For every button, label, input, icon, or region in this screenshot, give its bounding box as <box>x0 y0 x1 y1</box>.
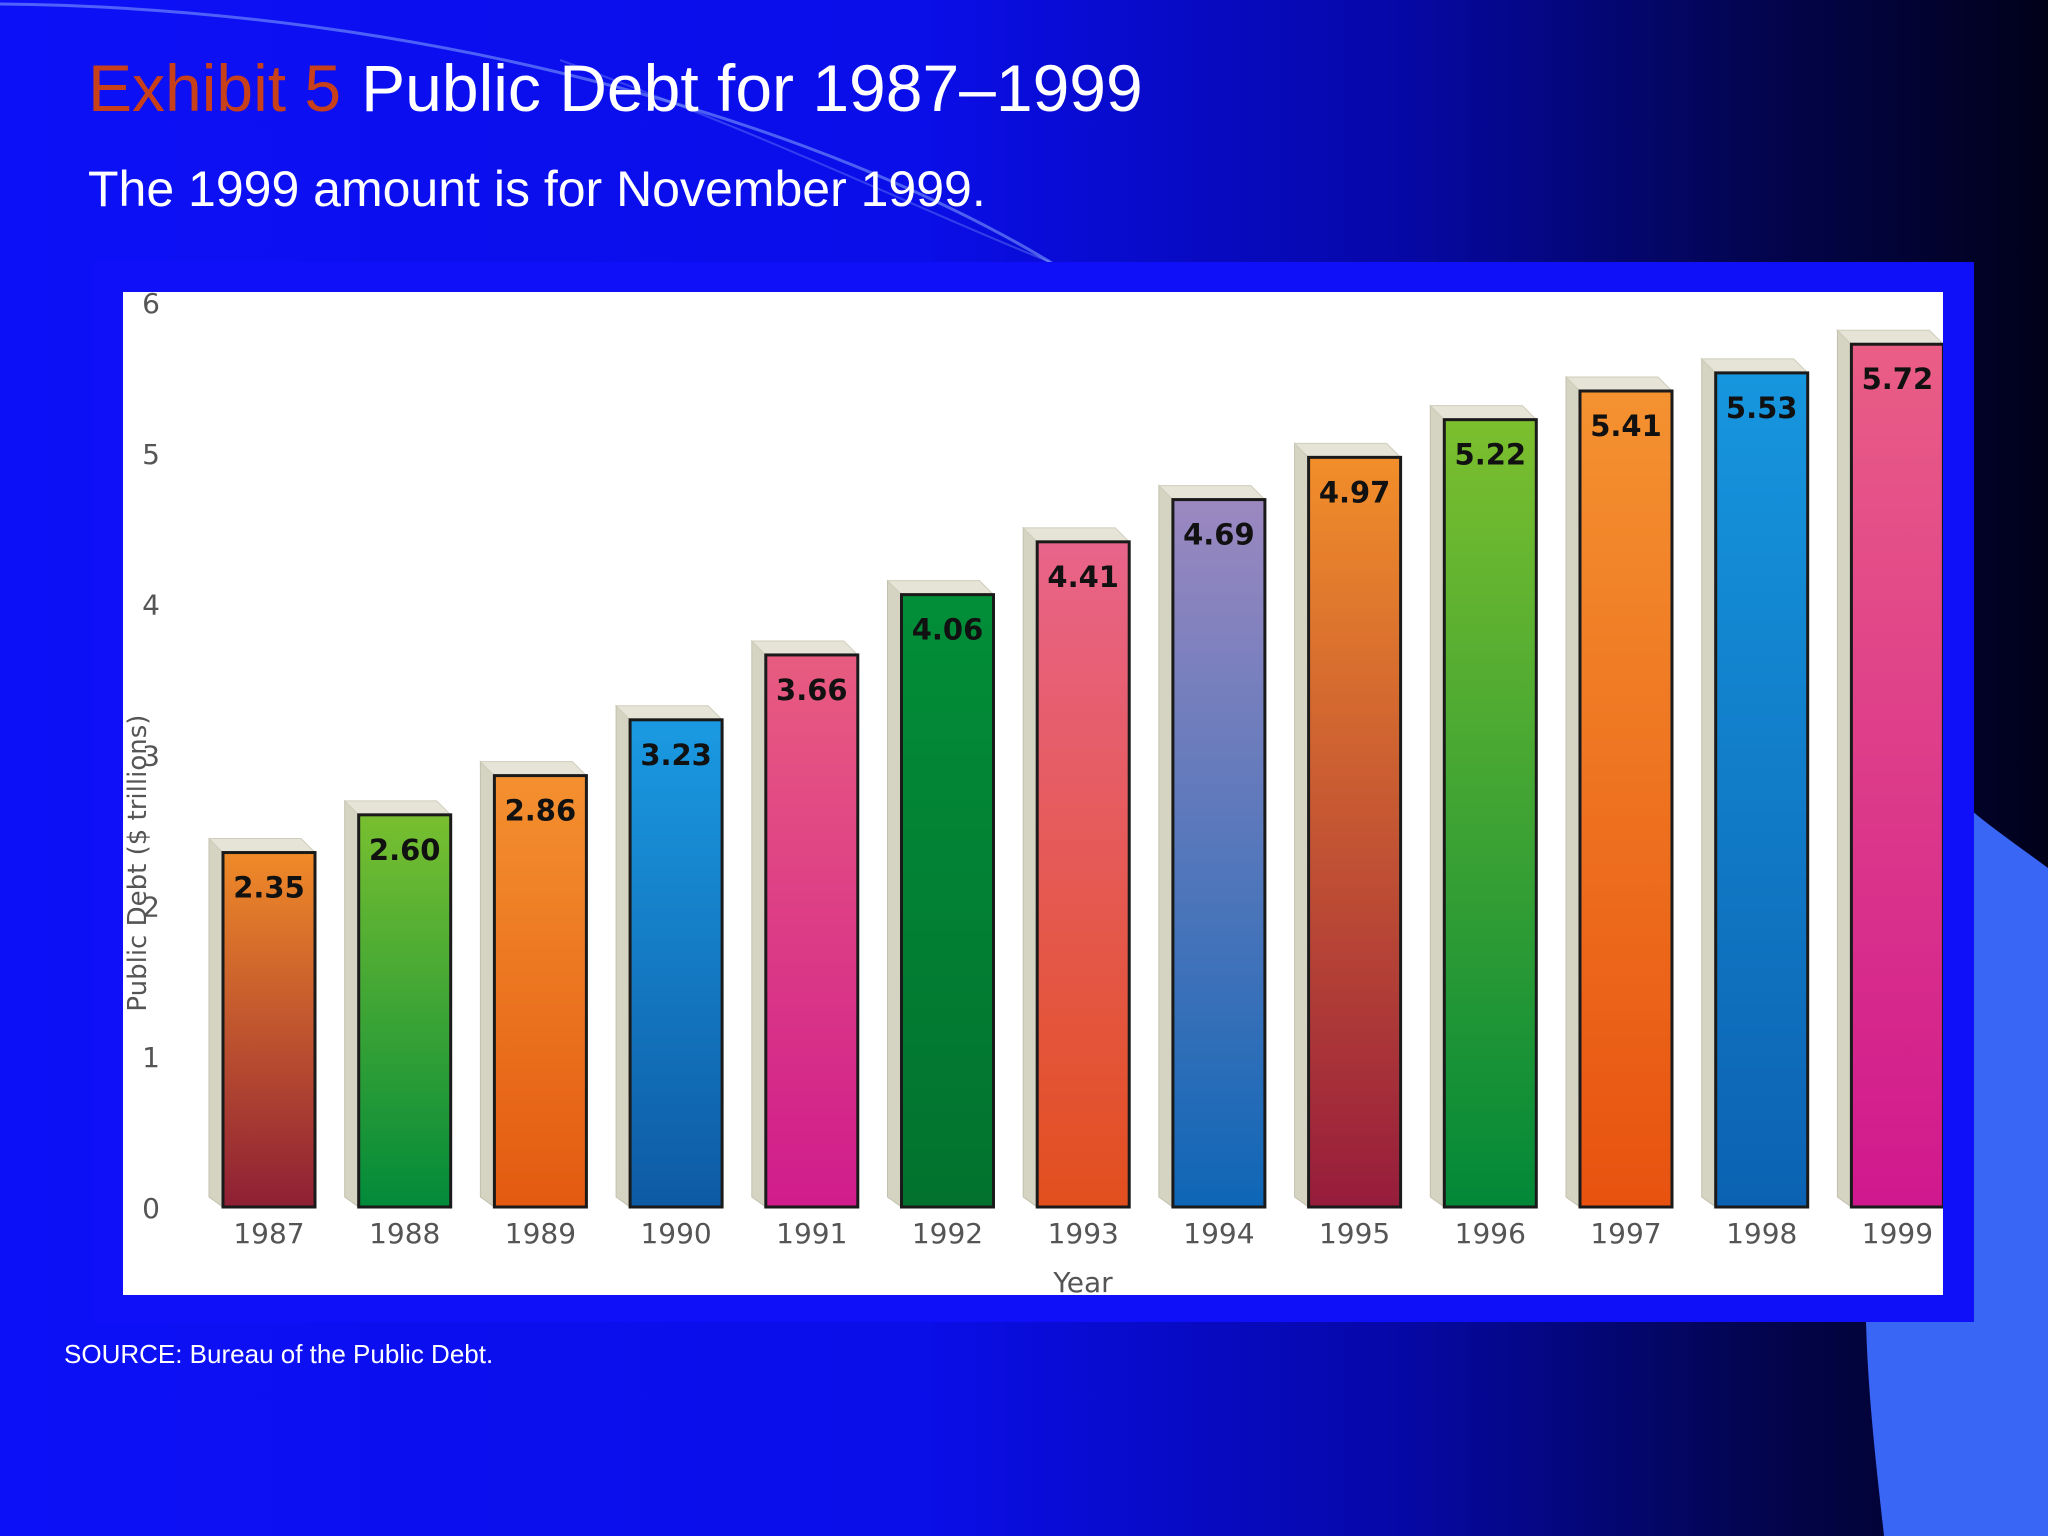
y-tick-label: 0 <box>142 1192 160 1225</box>
bar <box>1578 389 1674 1209</box>
bar-value-label: 4.97 <box>1319 475 1391 509</box>
bar-side-face <box>1294 442 1310 1208</box>
x-tick-label: 1991 <box>776 1217 847 1250</box>
bar <box>628 718 724 1209</box>
bar-value-label: 4.06 <box>912 613 984 647</box>
x-tick-label: 1990 <box>640 1217 711 1250</box>
bar-side-face <box>1701 357 1717 1208</box>
y-tick-label: 5 <box>142 438 160 471</box>
bar <box>764 653 860 1209</box>
x-tick-label: 1988 <box>369 1217 440 1250</box>
decorative-arc <box>0 2 1061 270</box>
bar-side-face <box>1429 404 1445 1208</box>
bar <box>1849 342 1943 1209</box>
bar-value-label: 5.72 <box>1862 362 1934 396</box>
bar-top-face <box>1700 358 1809 374</box>
bar-value-label: 3.66 <box>776 673 848 707</box>
y-tick-label: 3 <box>142 740 160 773</box>
bar-top-face <box>1293 442 1402 458</box>
bar-chart: 0 1 2 3 4 5 6 Public Debt ($ trillions) 2.35 1987… <box>123 292 1943 1295</box>
subtitle: The 1999 amount is for November 1999. <box>88 161 986 217</box>
y-axis-label: Public Debt ($ trillions) <box>123 715 153 1012</box>
bar-top-face <box>343 800 452 816</box>
bar-top-face <box>614 705 724 721</box>
bar-top-face <box>886 580 995 596</box>
exhibit-number: Exhibit 5 <box>88 51 342 125</box>
y-tick-label: 2 <box>142 890 160 923</box>
bar-value-label: 5.41 <box>1590 409 1662 443</box>
bar <box>1171 498 1267 1209</box>
x-tick-label: 1999 <box>1862 1217 1933 1250</box>
bar <box>1035 540 1131 1209</box>
bar <box>1307 455 1403 1209</box>
bar-top-face <box>207 838 317 854</box>
y-tick-label: 6 <box>142 292 160 320</box>
bar-top-face <box>1564 376 1674 392</box>
source-note: SOURCE: Bureau of the Public Debt. <box>64 1339 494 1369</box>
bar-value-label: 3.23 <box>640 738 712 772</box>
x-tick-label: 1994 <box>1183 1217 1254 1250</box>
bar <box>1442 418 1538 1209</box>
bar-value-label: 2.86 <box>505 794 577 828</box>
bar-value-label: 4.41 <box>1047 560 1119 594</box>
bar-top-face <box>479 761 588 777</box>
bar-side-face <box>887 579 902 1208</box>
bar-value-label: 2.35 <box>233 871 305 905</box>
x-tick-label: 1996 <box>1455 1217 1526 1250</box>
x-tick-label: 1998 <box>1726 1217 1797 1250</box>
bar-side-face <box>344 799 360 1208</box>
x-axis-label: Year <box>1052 1266 1113 1295</box>
x-tick-label: 1995 <box>1319 1217 1390 1250</box>
bar-top-face <box>1157 485 1267 501</box>
bar-side-face <box>751 639 767 1208</box>
page-title: Exhibit 5 Public Debt for 1987–1999 <box>88 44 1143 132</box>
bar-top-face <box>1429 405 1538 421</box>
bar <box>492 774 588 1209</box>
bar-top-face <box>1021 527 1131 543</box>
bar-value-label: 2.60 <box>369 833 441 867</box>
bar-top-face <box>750 640 860 656</box>
bar <box>221 851 317 1209</box>
chart-panel: 0 1 2 3 4 5 6 Public Debt ($ trillions) 2.35 1987… <box>123 292 1943 1295</box>
corner-accent-shape <box>1866 800 2048 1536</box>
x-tick-label: 1992 <box>912 1217 983 1250</box>
x-tick-label: 1993 <box>1048 1217 1119 1250</box>
bar <box>900 593 995 1209</box>
x-tick-label: 1997 <box>1590 1217 1661 1250</box>
bar-top-face <box>1836 329 1943 345</box>
bar-side-face <box>479 760 495 1208</box>
bar-side-face <box>1158 484 1174 1208</box>
bar-value-label: 4.69 <box>1183 518 1255 552</box>
x-tick-label: 1989 <box>505 1217 576 1250</box>
bar-side-face <box>1836 329 1852 1208</box>
bar <box>1714 371 1810 1209</box>
y-tick-label: 4 <box>142 589 160 622</box>
bar-side-face <box>1565 375 1581 1208</box>
x-tick-label: 1987 <box>233 1217 304 1250</box>
bar-value-label: 5.22 <box>1455 438 1527 472</box>
bar-value-label: 5.53 <box>1726 391 1798 425</box>
bar-side-face <box>615 704 631 1208</box>
decorative-arc-inner <box>559 59 1051 263</box>
y-tick-label: 1 <box>142 1041 160 1074</box>
title-text: Public Debt for 1987–1999 <box>361 51 1143 125</box>
bar-side-face <box>208 837 224 1208</box>
bar-side-face <box>1022 526 1038 1208</box>
bar <box>357 813 453 1209</box>
